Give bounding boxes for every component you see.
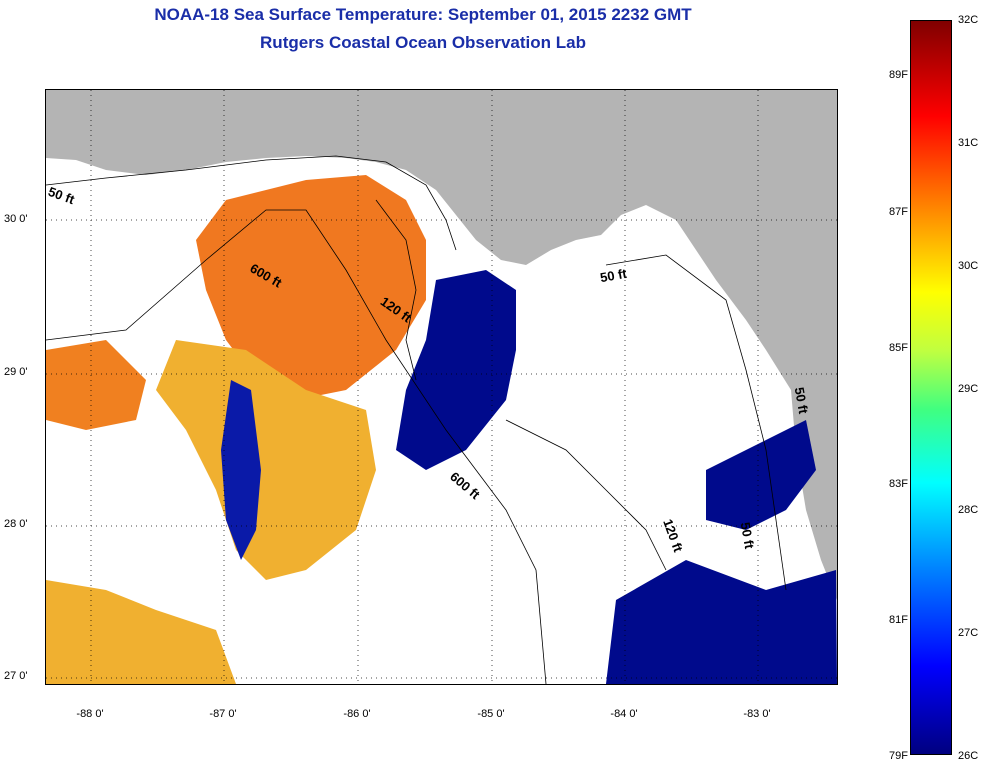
sst-warm-region [196,175,426,400]
colorbar-fahrenheit-label: 87F [889,206,908,218]
colorbar-fahrenheit-label: 79F [889,750,908,762]
sst-cool-region-south [606,560,837,684]
map-subtitle: Rutgers Coastal Ocean Observation Lab [260,33,586,52]
lon-label: -87 0' [209,708,237,720]
colorbar-celsius-label: 29C [958,383,979,395]
lat-label: 30 0' [4,213,28,225]
sst-map: 50 ft 600 ft 120 ft 50 ft 600 ft 120 ft … [45,89,838,685]
sst-cool-region-shelf [396,270,516,470]
colorbar-celsius-label: 31C [958,137,979,149]
sst-mid-region-sw [46,580,236,684]
lat-label: 27 0' [4,670,28,682]
lat-label: 28 0' [4,518,28,530]
sst-mid-region [156,340,376,580]
colorbar-fahrenheit-label: 81F [889,614,908,626]
map-title: NOAA-18 Sea Surface Temperature: Septemb… [154,5,692,24]
lat-label: 29 0' [4,366,28,378]
lon-label: -86 0' [343,708,371,720]
colorbar-celsius-label: 27C [958,627,979,639]
graticule [46,90,837,684]
colorbar-celsius-label: 32C [958,14,979,26]
sst-cool-region-band [221,380,261,560]
lon-label: -83 0' [743,708,771,720]
sst-mid-region-west [46,340,146,430]
sst-map-graphic [46,90,837,684]
colorbar-fahrenheit-label: 85F [889,342,908,354]
temperature-colorbar [910,20,952,755]
sst-cool-region-se [706,420,816,530]
lon-label: -85 0' [477,708,505,720]
depth-contours [46,155,787,684]
colorbar-celsius-label: 30C [958,260,979,272]
colorbar-fahrenheit-label: 89F [889,69,908,81]
lon-label: -88 0' [76,708,104,720]
lon-label: -84 0' [610,708,638,720]
colorbar-celsius-label: 28C [958,504,979,516]
colorbar-celsius-label: 26C [958,750,979,762]
colorbar-fahrenheit-label: 83F [889,478,908,490]
